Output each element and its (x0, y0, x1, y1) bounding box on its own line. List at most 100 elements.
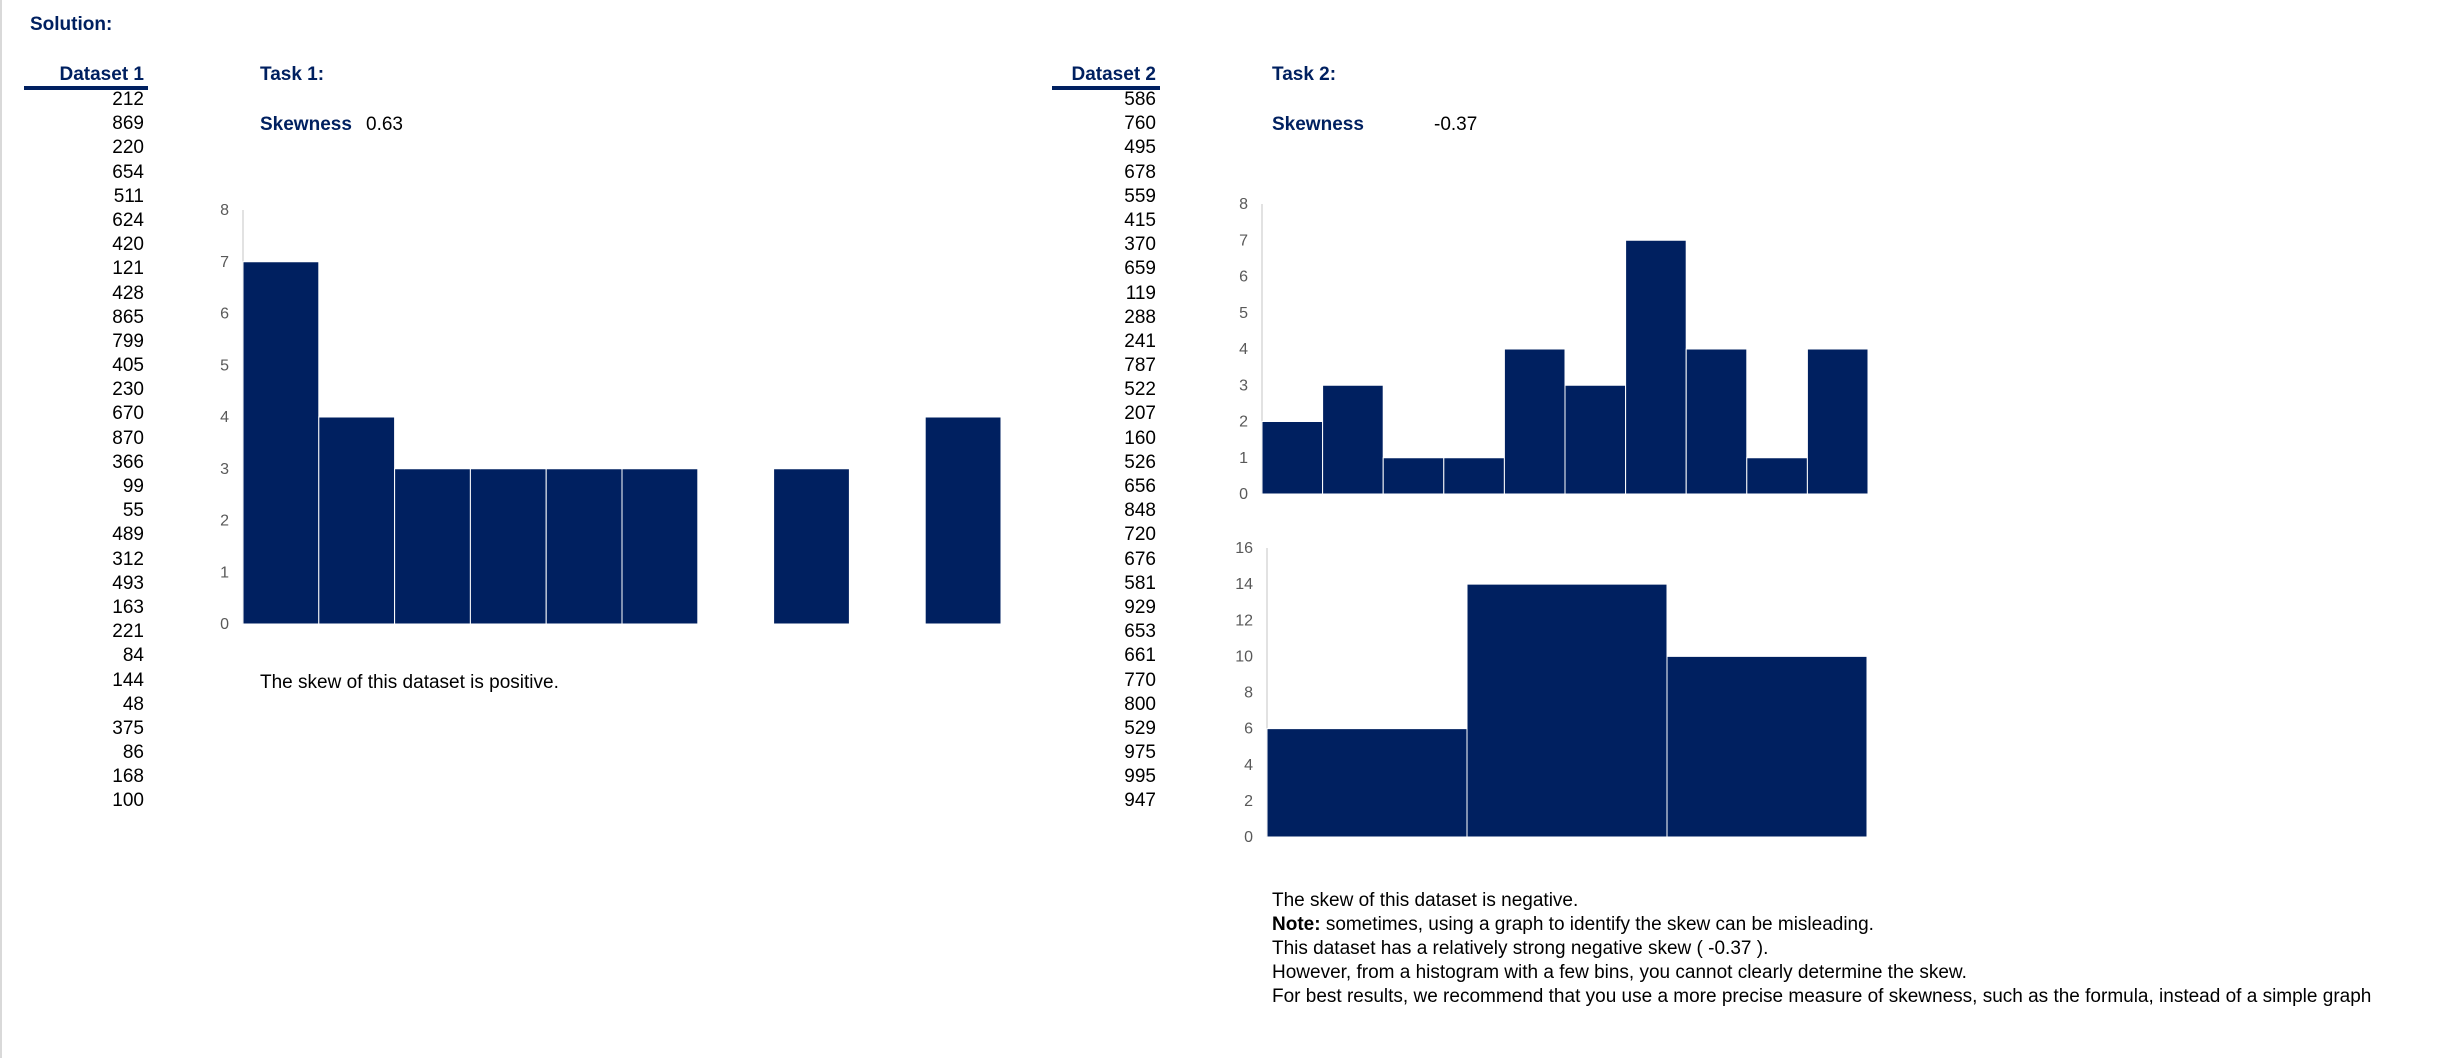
data-cell: 511 (113, 185, 144, 207)
hist2-bar (1564, 384, 1627, 495)
data-cell: 656 (1124, 476, 1156, 497)
data-cell: 55 (122, 500, 144, 522)
data-cell: 168 (112, 766, 144, 788)
hist1-ytick-label: 4 (220, 409, 229, 426)
data-cell: 581 (1124, 572, 1156, 594)
data-cell: 119 (1125, 282, 1156, 304)
hist3-ytick-label: 8 (1244, 685, 1253, 702)
data-cell: 221 (112, 621, 144, 643)
hist2-bar (1503, 348, 1566, 495)
hist1-ytick-label: 0 (220, 616, 229, 633)
data-cell: 654 (112, 161, 144, 183)
task1-conclusion: The skew of this dataset is positive. (260, 672, 559, 693)
data-cell: 428 (112, 282, 144, 304)
data-cell: 559 (1124, 185, 1156, 207)
data-cell: 799 (112, 330, 144, 352)
data-cell: 375 (112, 717, 144, 739)
dataset2-header: Dataset 2 (1071, 64, 1157, 85)
data-cell: 770 (1124, 669, 1156, 691)
hist3-ytick-label: 14 (1235, 576, 1253, 593)
hist3-ytick-label: 16 (1235, 540, 1253, 557)
hist1-bar (394, 468, 471, 625)
data-cell: 848 (1124, 500, 1156, 522)
solution-heading: Solution: (30, 14, 113, 35)
data-cell: 529 (1124, 717, 1156, 739)
data-cell: 661 (1124, 645, 1156, 667)
hist2-ytick-label: 4 (1239, 341, 1248, 358)
task2-note-line4: However, from a histogram with a few bin… (1272, 962, 1967, 983)
hist2-ytick-label: 8 (1239, 196, 1248, 213)
hist1-ytick-label: 5 (220, 357, 229, 374)
histogram-dataset1: 0 1 2 3 4 5 6 7 8 (220, 202, 1002, 633)
histogram-dataset2-3-bins: 0 2 4 6 8 10 12 14 16 (1235, 540, 1868, 846)
hist2-bar (1685, 348, 1748, 495)
data-cell: 160 (1124, 427, 1156, 449)
data-cell: 676 (1124, 548, 1156, 570)
data-cell: 100 (112, 790, 144, 812)
data-cell: 230 (112, 379, 144, 401)
data-cell: 975 (1124, 742, 1156, 764)
data-cell: 48 (122, 693, 144, 715)
data-cell: 405 (112, 355, 144, 377)
hist3-ytick-label: 6 (1244, 721, 1253, 738)
hist2-bar (1261, 421, 1324, 495)
task2-note-line: Note: sometimes, using a graph to identi… (1272, 914, 1874, 936)
data-cell: 121 (112, 258, 144, 280)
hist3-ytick-label: 2 (1244, 793, 1253, 810)
task2-conclusion: The skew of this dataset is negative. (1272, 890, 1579, 911)
data-cell: 86 (122, 742, 144, 764)
histogram-dataset2-10-bins: 0 1 2 3 4 5 6 7 8 (1239, 196, 1869, 503)
data-cell: 760 (1124, 113, 1156, 135)
data-cell: 84 (122, 645, 144, 667)
data-cell: 670 (112, 403, 144, 425)
note-text: sometimes, using a graph to identify the… (1320, 914, 1874, 935)
task2-note-line3: This dataset has a relatively strong neg… (1272, 938, 1769, 959)
hist1-ytick-label: 1 (220, 564, 229, 581)
hist2-bar (1746, 457, 1808, 495)
task1-skewness-label: Skewness (260, 114, 352, 135)
data-cell: 207 (1124, 403, 1156, 425)
hist3-ytick-label: 10 (1235, 648, 1253, 665)
data-cell: 493 (112, 572, 144, 594)
data-cell: 526 (1124, 451, 1156, 473)
hist2-ytick-label: 3 (1239, 377, 1248, 394)
hist2-bar (1322, 384, 1384, 495)
data-cell: 370 (1124, 234, 1156, 256)
hist1-ytick-label: 3 (220, 461, 229, 478)
hist1-ytick-label: 2 (220, 513, 229, 530)
hist3-ytick-label: 0 (1244, 829, 1253, 846)
data-cell: 720 (1124, 524, 1156, 546)
data-cell: 947 (1124, 790, 1156, 812)
hist2-ytick-label: 0 (1239, 486, 1248, 503)
hist2-ytick-label: 6 (1239, 269, 1248, 286)
data-cell: 99 (122, 476, 144, 497)
hist1-bar (924, 416, 1002, 625)
dataset2-values: 586 760 495 678 559 415 370 659 119 288 241 787 522 2… (1070, 88, 1156, 814)
hist1-bar (469, 468, 547, 625)
hist2-ytick-label: 2 (1239, 414, 1248, 431)
hist3-bar (1666, 655, 1868, 838)
hist1-bar (545, 468, 623, 625)
task2-skewness-label: Skewness (1272, 114, 1364, 135)
task2-skewness-value: -0.37 (1434, 114, 1478, 135)
data-cell: 415 (1124, 209, 1156, 231)
data-cell: 678 (1124, 161, 1156, 183)
hist1-ytick-label: 8 (220, 202, 229, 219)
hist2-ytick-label: 1 (1239, 450, 1248, 467)
hist2-ytick-label: 5 (1239, 305, 1248, 322)
data-cell: 865 (112, 306, 144, 328)
data-cell: 288 (1124, 306, 1156, 328)
data-cell: 869 (112, 113, 144, 135)
dataset1-values: 212 869 220 654 511 624 420 121 428 865 799 405 230 6… (60, 88, 144, 814)
data-cell: 659 (1124, 258, 1156, 280)
data-cell: 163 (112, 596, 144, 618)
hist1-ytick-label: 6 (220, 306, 229, 323)
data-cell: 420 (112, 234, 144, 256)
data-cell: 995 (1124, 766, 1156, 788)
data-cell: 144 (112, 669, 144, 691)
hist1-bar (242, 261, 320, 625)
task1-title: Task 1: (260, 64, 325, 85)
hist3-ytick-label: 12 (1235, 612, 1253, 629)
hist3-ytick-label: 4 (1244, 757, 1253, 774)
data-cell: 366 (112, 451, 144, 473)
